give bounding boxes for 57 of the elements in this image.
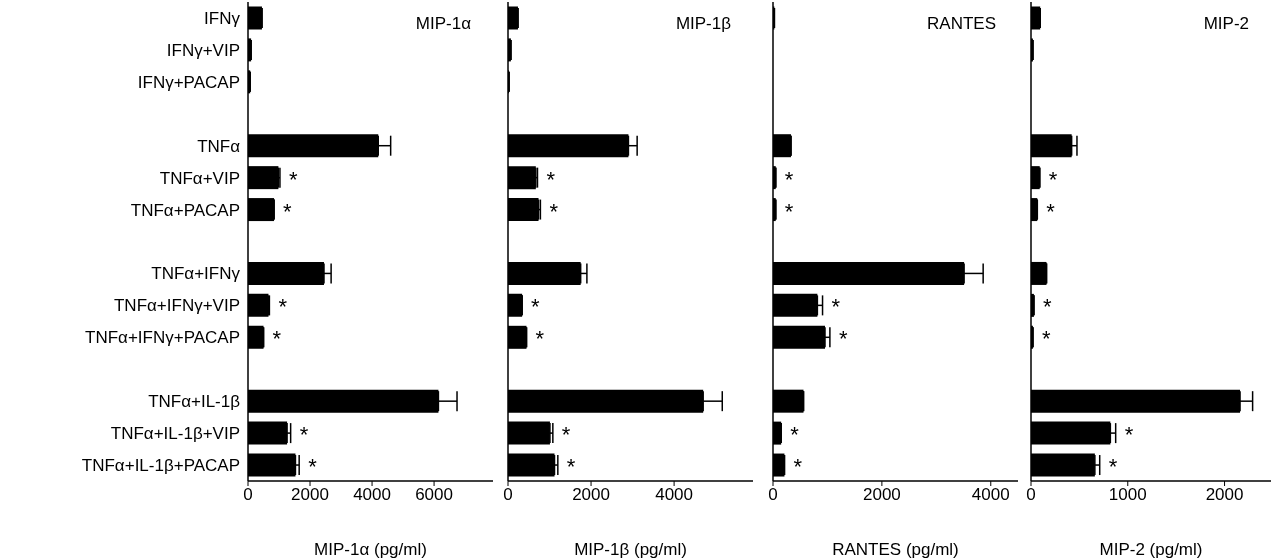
annotation: *	[288, 166, 298, 192]
annotation: *	[561, 422, 571, 448]
x-axis-title: MIP-1α (pg/ml)	[314, 540, 427, 559]
annotation: *	[1042, 294, 1052, 320]
x-tick-label: 2000	[1205, 485, 1244, 505]
y-tick-label: TNFα+IFNγ+VIP	[113, 296, 240, 316]
annotation: *	[566, 454, 576, 480]
text: MIP-1β	[675, 14, 731, 34]
annotation: *	[278, 294, 288, 320]
annotation: *	[272, 326, 282, 352]
annotation: *	[283, 198, 293, 224]
x-tick-label: 0	[243, 485, 253, 505]
text: MIP-2	[1203, 14, 1249, 34]
annotation: *	[1048, 166, 1058, 192]
y-tick-label: TNFα+IFNγ	[151, 264, 241, 284]
y-tick-label: TNFα+IFNγ+PACAP	[85, 328, 240, 348]
annotation: *	[784, 166, 794, 192]
y-tick-label: TNFα+IL-1β+PACAP	[81, 456, 240, 476]
x-tick-label: 0	[768, 485, 778, 505]
x-tick-label: 2000	[291, 485, 329, 505]
x-tick-label: 1000	[1108, 485, 1147, 505]
annotation: *	[308, 454, 318, 480]
x-tick-label: 4000	[971, 485, 1010, 505]
annotation: *	[831, 294, 841, 320]
x-tick-label: 0	[1026, 485, 1036, 505]
annotation: *	[546, 166, 556, 192]
y-tick-label: TNFα+IL-1β	[148, 392, 241, 412]
x-tick-label: 2000	[862, 485, 901, 505]
x-tick-label: 0	[503, 485, 513, 505]
y-tick-label: TNFα+IL-1β+VIP	[110, 424, 240, 444]
y-tick-label: TNFα+VIP	[159, 168, 240, 188]
x-axis-title: MIP-2 (pg/ml)	[1099, 540, 1203, 559]
annotation: *	[1046, 198, 1056, 224]
x-tick-label: 4000	[353, 485, 391, 505]
x-axis-title: RANTES (pg/ml)	[832, 540, 959, 559]
x-axis-title: MIP-1β (pg/ml)	[574, 540, 687, 559]
annotation: *	[1124, 422, 1134, 448]
y-tick-label: IFNγ+VIP	[166, 40, 240, 60]
y-tick-label: IFNγ+PACAP	[137, 72, 240, 92]
annotation: *	[793, 454, 803, 480]
x-tick-label: 4000	[655, 485, 694, 505]
text: MIP-1α	[415, 14, 471, 34]
annotation: *	[299, 422, 309, 448]
annotation: *	[838, 326, 848, 352]
annotation: *	[784, 198, 794, 224]
annotation: *	[535, 326, 545, 352]
y-tick-label: IFNγ	[204, 9, 241, 28]
y-tick-label: TNFα	[197, 136, 241, 156]
annotation: *	[1108, 454, 1118, 480]
annotation: *	[790, 422, 800, 448]
annotation: *	[531, 294, 541, 320]
annotation: *	[1041, 326, 1051, 352]
x-tick-label: 6000	[415, 485, 453, 505]
y-tick-label: TNFα+PACAP	[130, 200, 240, 220]
text: RANTES	[927, 14, 996, 34]
annotation: *	[549, 198, 559, 224]
x-tick-label: 2000	[572, 485, 610, 505]
